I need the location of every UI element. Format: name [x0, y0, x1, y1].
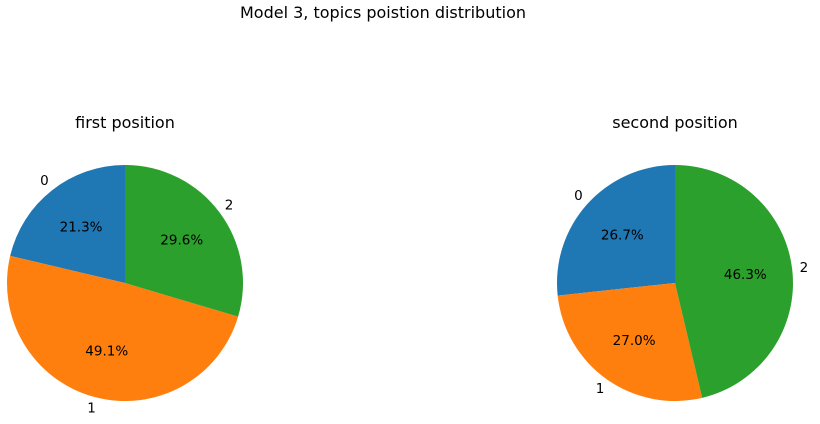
figure-title: Model 3, topics poistion distribution	[240, 3, 526, 22]
pie-title-first-position: first position	[75, 113, 175, 132]
pie-slice-1	[557, 283, 703, 401]
slice-category-label: 0	[40, 173, 49, 189]
pie-labels-first-position: 0 21.3% 1 49.1% 2 29.6%	[40, 173, 233, 416]
pie-chart-first-position: first position 0 21.3% 1 49.1% 2 29.6%	[6, 113, 244, 416]
pie-slices-first-position	[6, 165, 244, 402]
pie-slices-second-position	[556, 165, 794, 401]
slice-percent-label: 21.3%	[60, 219, 103, 235]
slice-percent-label: 29.6%	[160, 233, 203, 249]
slice-percent-label: 49.1%	[85, 343, 128, 359]
pie-slice-2	[125, 165, 244, 317]
pie-title-second-position: second position	[612, 113, 738, 132]
slice-category-label: 0	[574, 188, 583, 204]
pie-slice-0	[556, 165, 675, 296]
slice-percent-label: 26.7%	[601, 228, 644, 244]
pie-slice-0	[10, 165, 125, 283]
slice-category-label: 1	[596, 381, 605, 397]
pie-slice-1	[6, 255, 239, 402]
slice-category-label: 2	[800, 260, 809, 276]
slice-percent-label: 27.0%	[613, 333, 656, 349]
slice-category-label: 2	[225, 197, 234, 213]
pie-labels-second-position: 0 26.7% 1 27.0% 2 46.3%	[574, 188, 808, 397]
slice-percent-label: 46.3%	[724, 267, 767, 283]
pie-slice-2	[675, 165, 794, 398]
slice-category-label: 1	[87, 400, 96, 416]
pie-chart-second-position: second position 0 26.7% 1 27.0% 2 46.3%	[556, 113, 808, 401]
